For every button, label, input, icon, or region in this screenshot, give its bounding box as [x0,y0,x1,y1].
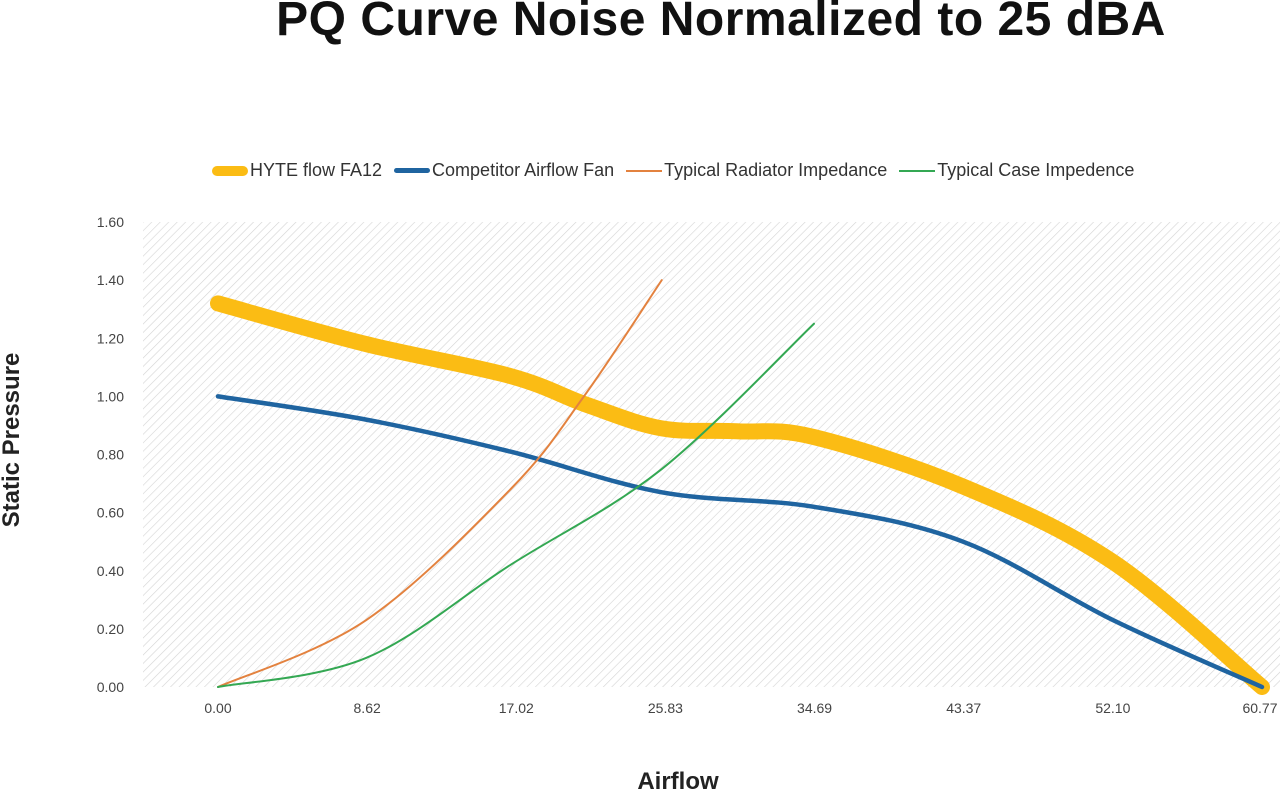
x-tick-label: 25.83 [648,700,683,716]
x-tick-label: 17.02 [499,700,534,716]
y-tick-label: 1.00 [97,388,124,404]
y-tick-label: 0.20 [97,621,124,637]
y-axis-ticks: 0.00 0.20 0.40 0.60 0.80 1.00 1.20 1.40 1.60 [97,214,124,695]
legend-swatch-hyte [212,165,248,176]
y-tick-label: 0.00 [97,679,124,695]
y-tick-label: 1.20 [97,330,124,346]
series-line-radiator [217,279,663,688]
legend-swatch-case [899,169,936,172]
chart-legend: HYTE flow FA12 Competitor Airflow Fan Ty… [212,160,1146,181]
y-axis-label: Static Pressure [0,352,25,528]
legend-swatch-competitor [394,168,431,173]
y-tick-label: 0.80 [97,447,124,463]
x-tick-label: 60.77 [1242,700,1277,716]
legend-swatch-radiator [626,169,663,172]
series-line-hyte [210,295,1270,695]
x-tick-label: 43.37 [946,700,981,716]
y-tick-label: 1.40 [97,272,124,288]
legend-item-radiator: Typical Radiator Impedance [626,160,887,181]
legend-label-hyte: HYTE flow FA12 [250,160,383,180]
x-tick-label: 8.62 [354,700,381,716]
chart-title: PQ Curve Noise Normalized to 25 dBA [276,0,1166,46]
x-tick-label: 52.10 [1095,700,1130,716]
legend-label-case: Typical Case Impedence [937,160,1135,180]
y-tick-label: 0.40 [97,563,124,579]
legend-label-radiator: Typical Radiator Impedance [664,160,888,180]
legend-item-hyte: HYTE flow FA12 [212,160,382,181]
series-line-competitor [215,394,1265,690]
x-axis-label: Airflow [637,768,719,795]
x-axis-ticks: 0.00 8.62 17.02 25.83 34.69 43.37 52.10 60.77 [204,700,1277,716]
legend-label-competitor: Competitor Airflow Fan [432,160,615,180]
y-tick-label: 0.60 [97,505,124,521]
x-tick-label: 34.69 [797,700,832,716]
legend-item-competitor: Competitor Airflow Fan [394,160,614,181]
x-tick-label: 0.00 [204,700,231,716]
legend-item-case: Typical Case Impedence [899,160,1134,181]
series-line-case [217,322,815,688]
series-layer [210,279,1270,695]
y-tick-label: 1.60 [97,214,124,230]
